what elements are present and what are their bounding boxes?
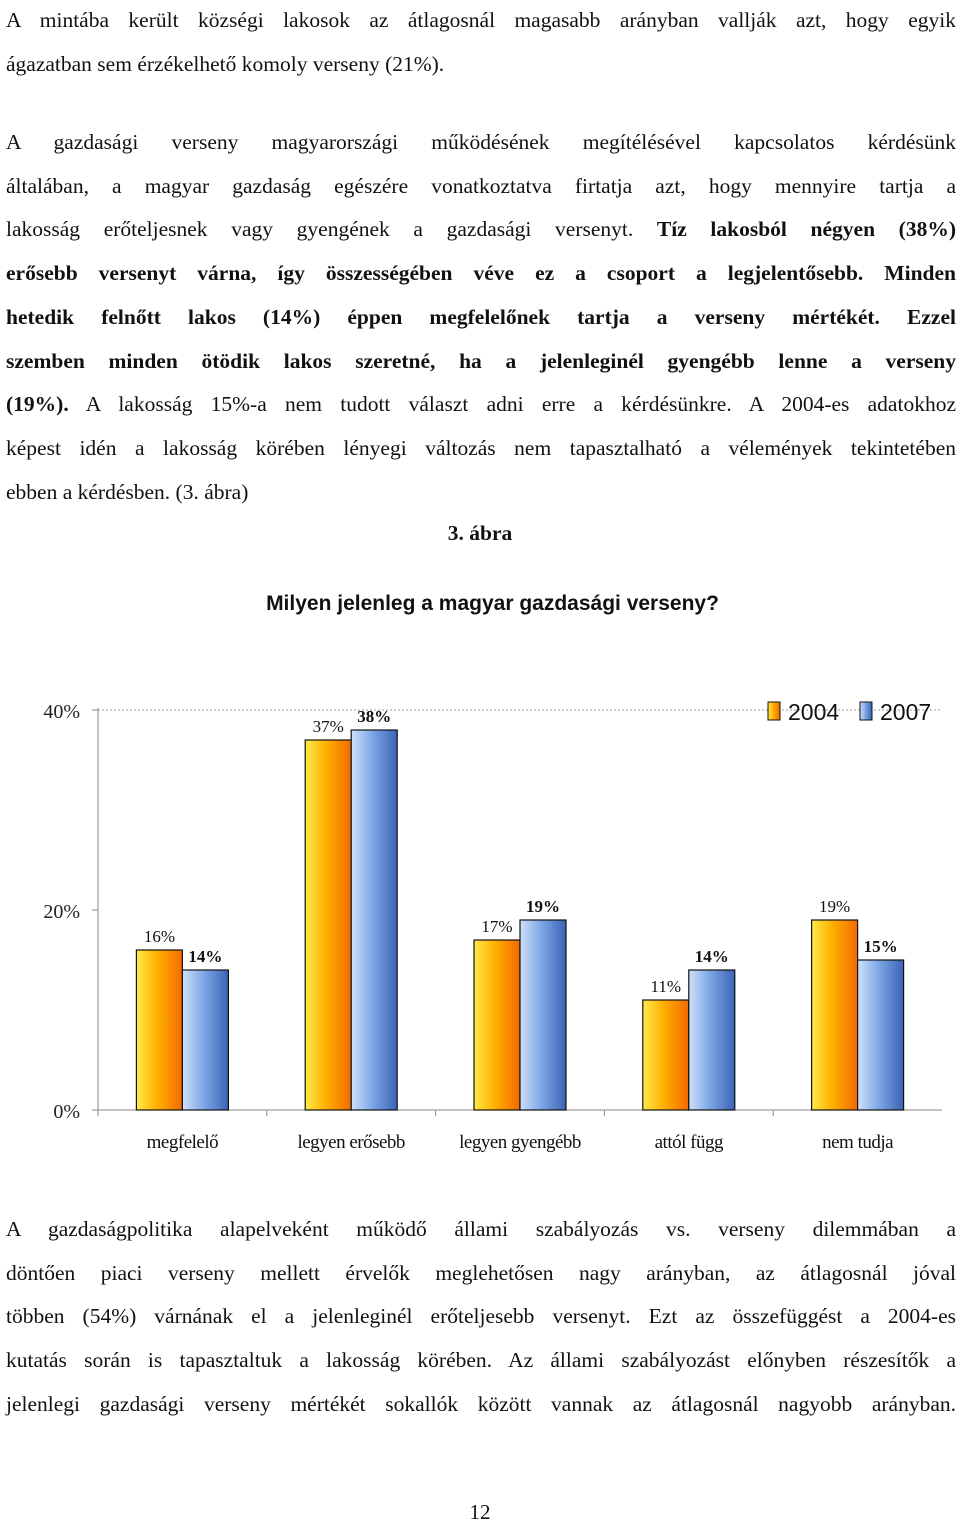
bar-2007-3	[688, 969, 736, 1111]
bold-text-segment: szemben minden ötödik lakos szeretné, ha…	[6, 348, 956, 373]
bar-2007-4	[856, 959, 905, 1111]
category-label: legyen erősebb	[297, 1132, 404, 1153]
category-label: legyen gyengébb	[459, 1132, 581, 1153]
policy-paragraph: A gazdaságpolitika alapelveként működő á…	[6, 1208, 956, 1427]
intro-paragraph: A mintába került községi lakosok az átla…	[6, 0, 956, 86]
data-label: 14%	[695, 947, 729, 966]
data-label: 17%	[481, 917, 512, 936]
bar-2007-0	[181, 969, 229, 1111]
data-label: 11%	[651, 977, 682, 996]
text-line: ebben a kérdésben. (3. ábra)	[6, 479, 249, 504]
data-label: 38%	[357, 707, 391, 726]
page-number: 12	[469, 1500, 491, 1524]
figure-caption: 3. ábra	[447, 521, 513, 545]
data-label: 15%	[864, 937, 898, 956]
data-label: 19%	[819, 897, 850, 916]
text-line: (19%). A lakosság 15%-a nem tudott válas…	[6, 383, 956, 427]
bold-text-segment: hetedik felnőtt lakos (14%) éppen megfel…	[6, 304, 956, 329]
bar-2004-4	[810, 919, 859, 1111]
category-label: megfelelő	[147, 1132, 218, 1153]
y-tick-label: 20%	[43, 901, 80, 923]
legend-label: 2004	[788, 699, 839, 725]
text-line: kutatás során is tapasztaltuk a lakosság…	[6, 1348, 956, 1373]
text-line: döntően piaci verseny mellett érvelők me…	[6, 1260, 956, 1285]
text-line: A mintába került községi lakosok az átla…	[6, 8, 956, 32]
text-line: erősebb versenyt várna, így összességébe…	[6, 252, 956, 296]
text-line: jelenlegi gazdasági verseny mértékét sok…	[6, 1391, 956, 1416]
bold-text-segment: erősebb versenyt várna, így összességébe…	[6, 261, 956, 286]
bar-chart: 0% 20% 40% 16% 14% megfelelő 37% 38% legyen erő…	[43, 699, 942, 1153]
data-label: 16%	[144, 927, 175, 946]
bold-text-segment: Tíz lakosból négyen (38%)	[656, 217, 956, 242]
data-label: 19%	[526, 897, 560, 916]
y-tick-label: 0%	[53, 1101, 80, 1123]
text-line: ágazatban sem érzékelhető komoly verseny…	[6, 51, 445, 76]
bar-2004-3	[642, 999, 690, 1111]
bold-text-segment: (19%).	[6, 392, 69, 417]
chart-title: Milyen jelenleg a magyar gazdasági verse…	[266, 592, 719, 615]
text-line: többen (54%) várnának el a jelenleginél …	[6, 1304, 956, 1329]
text-line: lakosság erőteljesnek vagy gyengének a g…	[6, 208, 956, 252]
data-label: 14%	[188, 947, 222, 966]
text-segment: lakosság erőteljesnek vagy gyengének a g…	[6, 217, 657, 242]
analysis-paragraph: A gazdasági verseny magyarországi működé…	[6, 121, 956, 514]
text-line: hetedik felnőtt lakos (14%) éppen megfel…	[6, 296, 956, 340]
text-line: általában, a magyar gazdaság egészére vo…	[6, 173, 956, 198]
bar-2004-0	[135, 949, 183, 1111]
legend-swatch-2004	[767, 701, 781, 721]
text-line: A gazdaságpolitika alapelveként működő á…	[6, 1217, 956, 1241]
bar-2004-2	[473, 939, 521, 1111]
bar-2007-1	[350, 729, 398, 1111]
legend-label: 2007	[880, 699, 931, 725]
category-label: attól függ	[655, 1132, 724, 1153]
category-label: nem tudja	[822, 1132, 894, 1153]
text-line: szemben minden ötödik lakos szeretné, ha…	[6, 340, 956, 384]
y-tick-label: 40%	[43, 701, 80, 723]
data-label: 37%	[313, 717, 344, 736]
text-line: A gazdasági verseny magyarországi működé…	[6, 130, 956, 154]
text-segment: A lakosság 15%-a nem tudott választ adni…	[68, 392, 956, 417]
text-line: képest idén a lakosság körében lényegi v…	[6, 435, 956, 460]
legend-swatch-2007	[859, 701, 873, 721]
bar-2004-1	[304, 739, 352, 1111]
bar-2007-2	[519, 919, 567, 1111]
